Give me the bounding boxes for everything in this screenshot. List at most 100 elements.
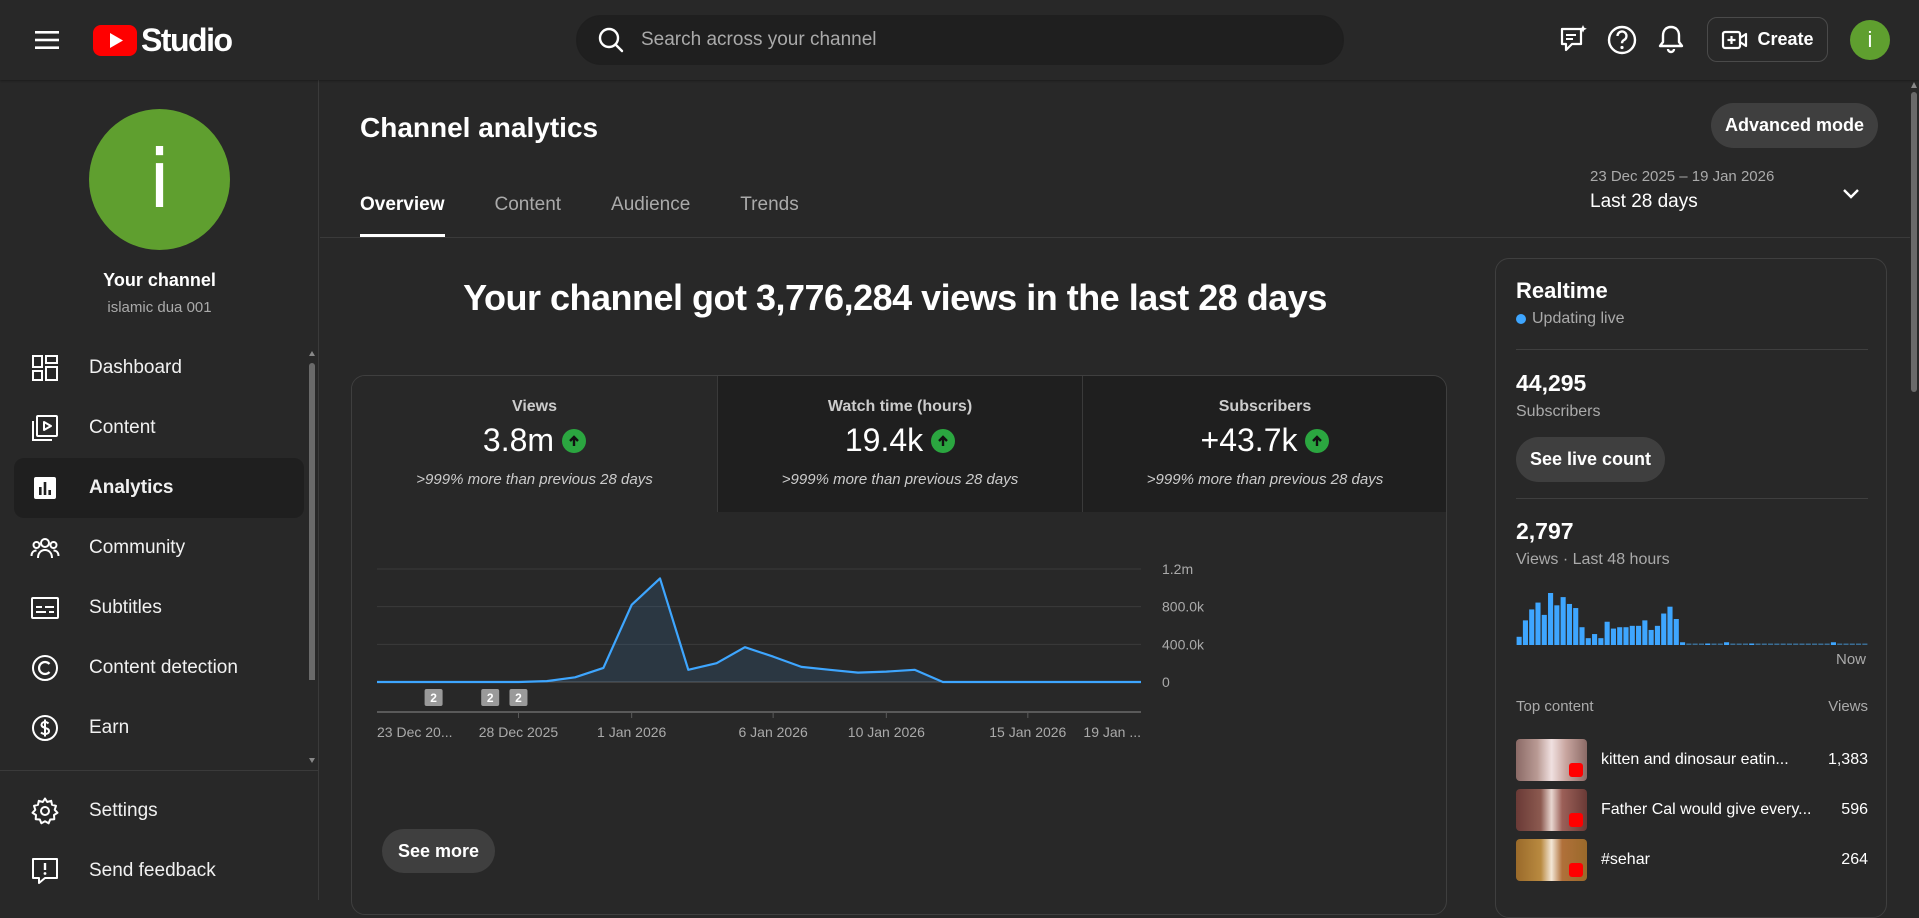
dashboard-icon bbox=[32, 355, 58, 381]
realtime-now-label: Now bbox=[1835, 651, 1866, 668]
account-avatar[interactable]: i bbox=[1850, 20, 1890, 60]
realtime-bar bbox=[1585, 638, 1591, 645]
tabs-divider bbox=[320, 237, 1910, 238]
sidebar-item-community[interactable]: Community bbox=[14, 518, 304, 578]
search-bar[interactable] bbox=[576, 15, 1344, 65]
top-content-item[interactable]: Father Cal would give every... 596 bbox=[1516, 789, 1868, 831]
y-tick-label: 0 bbox=[1162, 674, 1170, 690]
studio-logo[interactable]: Studio bbox=[93, 22, 233, 59]
copyright-icon bbox=[32, 655, 58, 681]
advanced-mode-button[interactable]: Advanced mode bbox=[1711, 103, 1878, 148]
create-button[interactable]: Create bbox=[1707, 17, 1828, 62]
top-content-label: Top content bbox=[1516, 698, 1594, 715]
realtime-bar bbox=[1566, 603, 1572, 645]
page-scrollbar[interactable] bbox=[1909, 80, 1919, 900]
realtime-views-value: 2,797 bbox=[1516, 518, 1574, 544]
realtime-bar bbox=[1522, 620, 1528, 645]
top-content-title: kitten and dinosaur eatin... bbox=[1601, 751, 1789, 768]
realtime-bar bbox=[1849, 643, 1855, 645]
realtime-bar bbox=[1724, 642, 1730, 645]
realtime-bar bbox=[1805, 643, 1811, 645]
tab-content[interactable]: Content bbox=[494, 194, 562, 215]
metric-subscribers[interactable]: Subscribers +43.7k >999% more than previ… bbox=[1082, 376, 1446, 512]
sidebar-item-content-detection[interactable]: Content detection bbox=[14, 638, 304, 698]
tab-trends[interactable]: Trends bbox=[740, 194, 799, 215]
date-range-selector[interactable]: 23 Dec 2025 – 19 Jan 2026 Last 28 days bbox=[1590, 168, 1880, 228]
tab-overview[interactable]: Overview bbox=[360, 194, 445, 237]
metric-views[interactable]: Views 3.8m >999% more than previous 28 d… bbox=[352, 376, 717, 512]
channel-avatar[interactable]: i bbox=[89, 109, 230, 250]
realtime-bar bbox=[1604, 621, 1610, 645]
sidebar-item-earn[interactable]: Earn bbox=[14, 698, 304, 758]
realtime-bar bbox=[1692, 643, 1698, 645]
see-live-count-button[interactable]: See live count bbox=[1516, 437, 1665, 482]
youtube-logo-icon bbox=[93, 25, 137, 56]
sidebar-item-content[interactable]: Content bbox=[14, 398, 304, 458]
sidebar-item-label: Dashboard bbox=[89, 357, 182, 378]
trend-up-icon bbox=[562, 428, 587, 453]
realtime-bar bbox=[1535, 602, 1541, 645]
sidebar-item-label: Subtitles bbox=[89, 597, 162, 618]
realtime-bar bbox=[1698, 643, 1704, 645]
realtime-bar bbox=[1529, 609, 1535, 645]
help-icon[interactable] bbox=[1604, 22, 1640, 58]
sidebar-item-label: Send feedback bbox=[89, 860, 216, 881]
date-range-dates: 23 Dec 2025 – 19 Jan 2026 bbox=[1590, 168, 1775, 185]
realtime-bar bbox=[1736, 643, 1742, 645]
sidebar-item-send-feedback[interactable]: Send feedback bbox=[14, 841, 304, 901]
realtime-bar bbox=[1856, 643, 1862, 645]
realtime-bar bbox=[1686, 643, 1692, 645]
marker-label: 2 bbox=[487, 691, 494, 705]
realtime-bar bbox=[1843, 643, 1849, 645]
video-published-marker bbox=[481, 689, 500, 706]
metric-label: Views bbox=[511, 398, 558, 415]
y-tick-label: 800.0k bbox=[1162, 599, 1205, 615]
overview-card: Views 3.8m >999% more than previous 28 d… bbox=[351, 375, 1447, 915]
top-content-item[interactable]: #sehar 264 bbox=[1516, 839, 1868, 881]
sidebar-item-label: Content bbox=[89, 417, 156, 438]
x-tick-label: 1 Jan 2026 bbox=[597, 724, 666, 740]
top-content-item[interactable]: kitten and dinosaur eatin... 1,383 bbox=[1516, 739, 1868, 781]
x-tick-label: 15 Jan 2026 bbox=[989, 724, 1066, 740]
realtime-bar bbox=[1648, 629, 1654, 645]
realtime-card: Realtime Updating live 44,295 Subscriber… bbox=[1495, 258, 1887, 918]
see-more-button[interactable]: See more bbox=[382, 829, 495, 873]
scroll-down-arrow-icon[interactable] bbox=[308, 756, 316, 764]
top-content-views-label: Views bbox=[1828, 698, 1868, 715]
realtime-bar bbox=[1541, 614, 1547, 645]
sidebar-item-subtitles[interactable]: Subtitles bbox=[14, 578, 304, 638]
ideas-feedback-icon[interactable] bbox=[1556, 22, 1592, 58]
dollar-icon bbox=[32, 715, 58, 741]
realtime-subscribers-label: Subscribers bbox=[1516, 403, 1601, 420]
sidebar-divider bbox=[0, 770, 319, 771]
realtime-bar bbox=[1717, 643, 1723, 645]
community-icon bbox=[30, 538, 60, 559]
shorts-icon bbox=[1569, 763, 1583, 777]
views-line bbox=[377, 577, 1141, 684]
metric-watch-time[interactable]: Watch time (hours) 19.4k >999% more than… bbox=[717, 376, 1082, 512]
live-dot-icon bbox=[1516, 314, 1526, 324]
realtime-bar bbox=[1705, 643, 1711, 645]
sidebar-item-analytics[interactable]: Analytics bbox=[14, 458, 304, 518]
realtime-bar bbox=[1793, 643, 1799, 645]
channel-title: Your channel bbox=[103, 270, 216, 290]
menu-icon[interactable] bbox=[30, 26, 64, 54]
search-input[interactable] bbox=[641, 29, 1241, 51]
tab-audience[interactable]: Audience bbox=[611, 194, 691, 215]
sidebar-item-label: Earn bbox=[89, 717, 130, 738]
realtime-bar bbox=[1673, 619, 1679, 645]
realtime-bar bbox=[1761, 643, 1767, 645]
feedback-icon bbox=[32, 858, 58, 884]
top-content-title: Father Cal would give every... bbox=[1601, 801, 1812, 818]
notifications-bell-icon[interactable] bbox=[1653, 22, 1689, 58]
sidebar-item-dashboard[interactable]: Dashboard bbox=[14, 338, 304, 398]
realtime-bar bbox=[1610, 628, 1616, 645]
page-title: Channel analytics bbox=[360, 112, 599, 143]
realtime-views-label: Views · Last 48 hours bbox=[1516, 551, 1670, 568]
x-tick-label: 10 Jan 2026 bbox=[848, 724, 925, 740]
sidebar-item-settings[interactable]: Settings bbox=[14, 781, 304, 841]
video-thumbnail bbox=[1516, 839, 1587, 881]
realtime-bar bbox=[1667, 606, 1673, 645]
realtime-bar bbox=[1818, 643, 1824, 645]
sidebar-scrollbar[interactable] bbox=[308, 350, 316, 680]
